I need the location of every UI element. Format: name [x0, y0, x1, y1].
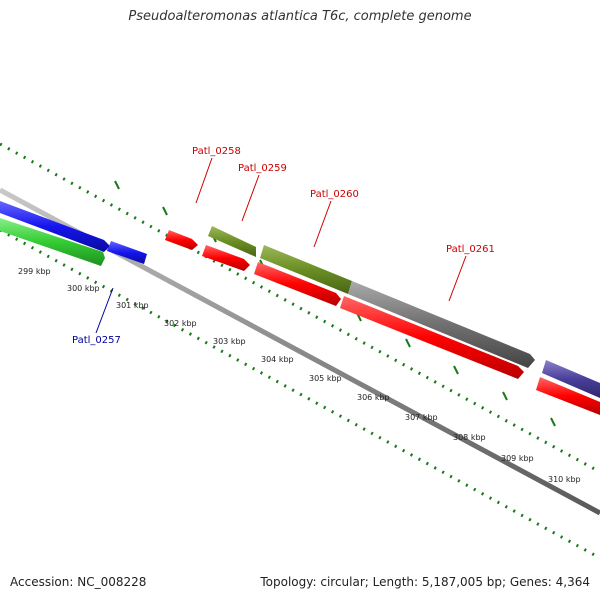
gene-red-patl-0258: [165, 230, 198, 250]
kbp-label: 300 kbp: [67, 284, 100, 293]
label-patl-0257: Patl_0257: [72, 335, 121, 346]
gene-olive-patl-0260: [260, 245, 352, 294]
genome-summary-text: Topology: circular; Length: 5,187,005 bp…: [260, 575, 590, 589]
gene-red-a: [202, 245, 250, 271]
kbp-label: 299 kbp: [18, 267, 51, 276]
reverse-strand-genes: [0, 218, 600, 415]
gene-red-b: [254, 262, 341, 306]
label-patl-0259: Patl_0259: [238, 163, 287, 174]
kbp-label: 303 kbp: [213, 337, 246, 346]
gene-olive-patl-0259: [208, 226, 256, 257]
leader-lines: [95, 157, 467, 334]
kbp-label: 302 kbp: [164, 319, 197, 328]
gene-purple: [542, 360, 600, 398]
label-patl-0260: Patl_0260: [310, 189, 359, 200]
kbp-label: 307 kbp: [405, 413, 438, 422]
kbp-labels: 299 kbp 300 kbp 301 kbp 302 kbp 303 kbp …: [18, 267, 581, 484]
kbp-label: 308 kbp: [453, 433, 486, 442]
gene-red-d: [536, 377, 600, 415]
label-patl-0258: Patl_0258: [192, 146, 241, 157]
gene-green: [0, 218, 105, 266]
kbp-label: 306 kbp: [357, 393, 390, 402]
gene-red-c: [340, 296, 524, 379]
map-title: Pseudoalteromonas atlantica T6c, complet…: [128, 9, 472, 24]
kbp-label: 310 kbp: [548, 475, 581, 484]
kbp-label: 301 kbp: [116, 301, 149, 310]
gene-blue-patl-0257: [107, 241, 147, 264]
outer-tick-track: [0, 142, 600, 474]
kbp-label: 309 kbp: [501, 454, 534, 463]
kbp-label: 305 kbp: [309, 374, 342, 383]
kbp-label: 304 kbp: [261, 355, 294, 364]
gene-labels: Patl_0258 Patl_0259 Patl_0260 Patl_0261 …: [72, 146, 495, 346]
gene-blue-forward: [0, 201, 110, 252]
label-patl-0261: Patl_0261: [446, 244, 495, 255]
forward-strand-genes: [0, 201, 600, 398]
gene-gray-patl-0261: [348, 281, 535, 368]
accession-text: Accession: NC_008228: [10, 575, 147, 589]
